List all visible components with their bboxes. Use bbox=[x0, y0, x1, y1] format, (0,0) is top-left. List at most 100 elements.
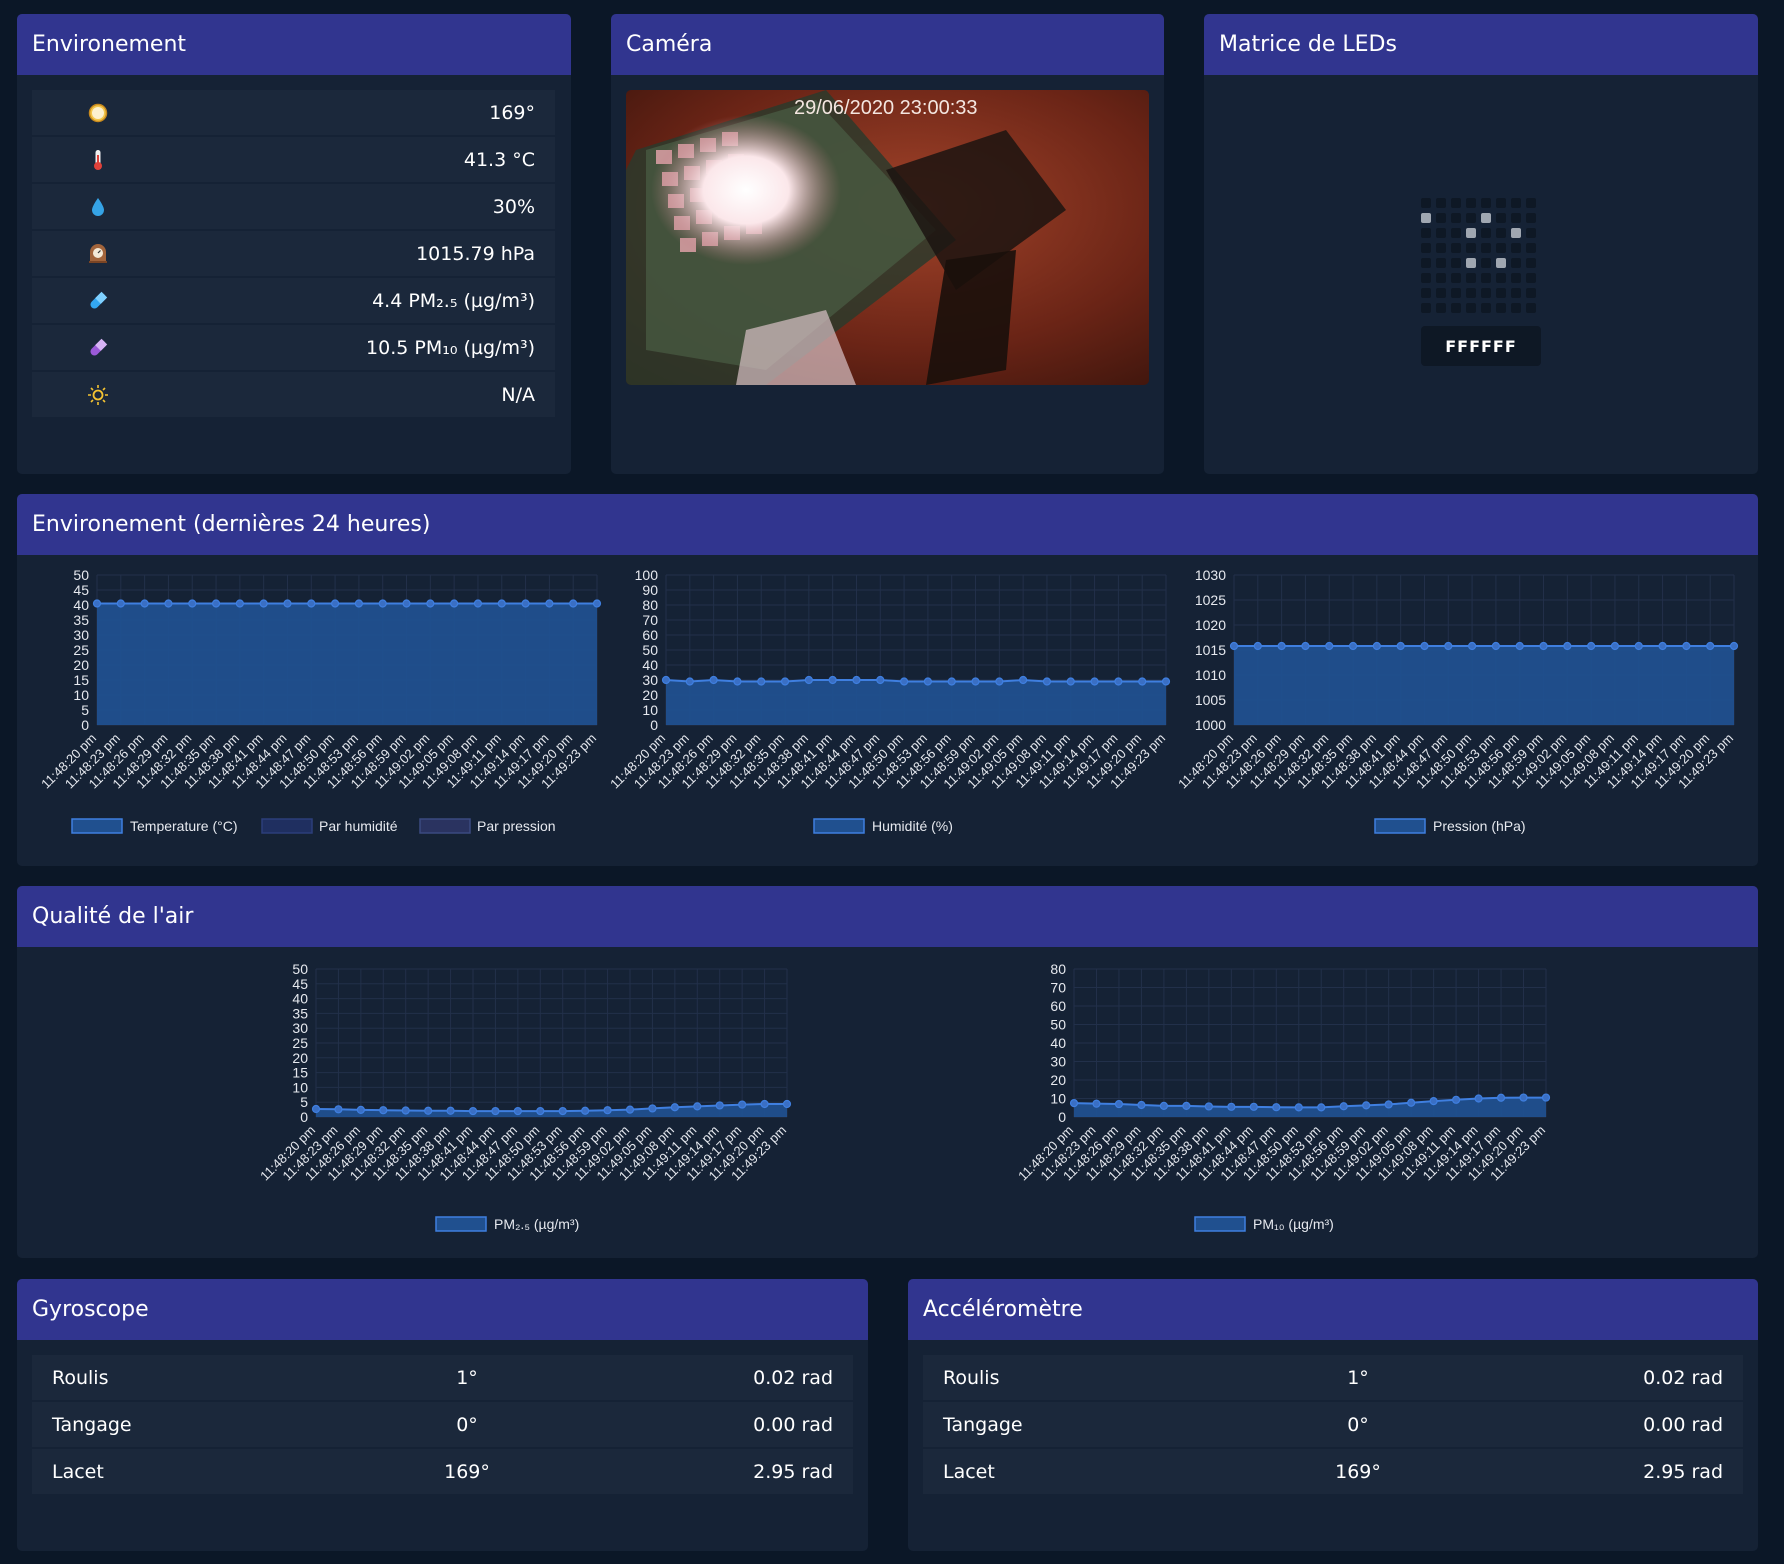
led-cell[interactable] bbox=[1451, 243, 1461, 253]
y-tick-label: 50 bbox=[292, 961, 308, 977]
y-tick-label: 50 bbox=[1050, 1017, 1066, 1033]
data-point bbox=[995, 677, 1004, 686]
gyroscope-header: Gyroscope bbox=[17, 1279, 868, 1340]
led-cell[interactable] bbox=[1511, 213, 1521, 223]
led-cell[interactable] bbox=[1511, 273, 1521, 283]
led-cell[interactable] bbox=[1466, 288, 1476, 298]
led-cell[interactable] bbox=[1496, 303, 1506, 313]
led-cell[interactable] bbox=[1496, 198, 1506, 208]
led-cell[interactable] bbox=[1511, 243, 1521, 253]
led-cell[interactable] bbox=[1436, 198, 1446, 208]
y-tick-label: 25 bbox=[292, 1035, 308, 1051]
led-cell[interactable] bbox=[1481, 288, 1491, 298]
led-color-value[interactable]: FFFFFF bbox=[1421, 326, 1541, 366]
data-point bbox=[1491, 641, 1501, 651]
led-cell[interactable] bbox=[1421, 273, 1431, 283]
led-cell[interactable] bbox=[1436, 243, 1446, 253]
led-cell[interactable] bbox=[1466, 258, 1476, 268]
led-cell[interactable] bbox=[1496, 288, 1506, 298]
led-cell[interactable] bbox=[1421, 198, 1431, 208]
led-cell[interactable] bbox=[1526, 243, 1536, 253]
led-cell[interactable] bbox=[1481, 198, 1491, 208]
led-cell[interactable] bbox=[1481, 243, 1491, 253]
led-cell[interactable] bbox=[1436, 273, 1446, 283]
led-cell[interactable] bbox=[1526, 288, 1536, 298]
led-cell[interactable] bbox=[1451, 273, 1461, 283]
led-cell[interactable] bbox=[1481, 213, 1491, 223]
led-cell[interactable] bbox=[1481, 258, 1491, 268]
data-point bbox=[670, 1103, 679, 1112]
led-cell[interactable] bbox=[1451, 303, 1461, 313]
led-cell[interactable] bbox=[1466, 303, 1476, 313]
led-cell[interactable] bbox=[1421, 213, 1431, 223]
led-cell[interactable] bbox=[1421, 258, 1431, 268]
led-cell[interactable] bbox=[1526, 258, 1536, 268]
led-cell[interactable] bbox=[1436, 213, 1446, 223]
data-point bbox=[1348, 641, 1358, 651]
legend-pm10[interactable]: PM₁₀ (µg/m³) bbox=[1253, 1216, 1334, 1232]
led-cell[interactable] bbox=[1496, 213, 1506, 223]
legend-pressure[interactable]: Pression (hPa) bbox=[1433, 818, 1526, 834]
led-cell[interactable] bbox=[1466, 243, 1476, 253]
led-cell[interactable] bbox=[1526, 198, 1536, 208]
led-cell[interactable] bbox=[1496, 228, 1506, 238]
led-cell[interactable] bbox=[1526, 273, 1536, 283]
data-point bbox=[1682, 641, 1691, 651]
led-cell[interactable] bbox=[1511, 228, 1521, 238]
led-cell[interactable] bbox=[1466, 228, 1476, 238]
led-cell[interactable] bbox=[1451, 198, 1461, 208]
legend-swatch-temperature[interactable] bbox=[71, 818, 123, 834]
led-cell[interactable] bbox=[1511, 303, 1521, 313]
led-cell[interactable] bbox=[1466, 198, 1476, 208]
legend-swatch-pm25[interactable] bbox=[435, 1216, 487, 1232]
led-cell[interactable] bbox=[1466, 213, 1476, 223]
legend-swatch-pressure-ref[interactable] bbox=[419, 818, 471, 834]
led-cell[interactable] bbox=[1511, 288, 1521, 298]
led-cell[interactable] bbox=[1451, 258, 1461, 268]
led-cell[interactable] bbox=[1451, 213, 1461, 223]
y-tick-label: 70 bbox=[1050, 980, 1066, 996]
gyro-rad-pitch: 0.00 rad bbox=[753, 1413, 833, 1436]
led-cell[interactable] bbox=[1496, 243, 1506, 253]
led-cell[interactable] bbox=[1436, 288, 1446, 298]
led-cell[interactable] bbox=[1466, 273, 1476, 283]
led-cell[interactable] bbox=[1436, 303, 1446, 313]
legend-swatch-humidity[interactable] bbox=[813, 818, 865, 834]
legend-swatch-humidity-ref[interactable] bbox=[261, 818, 313, 834]
legend-temperature[interactable]: Temperature (°C) bbox=[130, 818, 238, 834]
led-cell[interactable] bbox=[1421, 228, 1431, 238]
data-point bbox=[738, 1100, 747, 1109]
legend-swatch-pm10[interactable] bbox=[1194, 1216, 1246, 1232]
led-cell[interactable] bbox=[1481, 228, 1491, 238]
y-tick-label: 50 bbox=[73, 567, 89, 583]
data-point bbox=[558, 1106, 567, 1116]
led-cell[interactable] bbox=[1481, 303, 1491, 313]
legend-par-humidite[interactable]: Par humidité bbox=[319, 818, 398, 834]
led-cell[interactable] bbox=[1526, 213, 1536, 223]
legend-swatch-pressure[interactable] bbox=[1374, 818, 1426, 834]
led-cell[interactable] bbox=[1436, 258, 1446, 268]
led-cell[interactable] bbox=[1451, 228, 1461, 238]
led-cell[interactable] bbox=[1436, 228, 1446, 238]
led-cell[interactable] bbox=[1421, 243, 1431, 253]
led-cell[interactable] bbox=[1496, 273, 1506, 283]
led-cell[interactable] bbox=[1421, 303, 1431, 313]
legend-par-pression[interactable]: Par pression bbox=[477, 818, 556, 834]
data-point bbox=[1407, 1098, 1416, 1107]
led-cell[interactable] bbox=[1451, 288, 1461, 298]
led-cell[interactable] bbox=[1421, 288, 1431, 298]
led-cell[interactable] bbox=[1511, 198, 1521, 208]
accel-label-roll: Roulis bbox=[943, 1366, 1000, 1389]
data-point bbox=[1066, 677, 1075, 686]
led-cell[interactable] bbox=[1511, 258, 1521, 268]
camera-image[interactable]: 29/06/2020 23:00:33 bbox=[626, 90, 1149, 385]
led-cell[interactable] bbox=[1496, 258, 1506, 268]
env-row-pm25: 4.4 PM₂.₅ (µg/m³) bbox=[32, 278, 555, 323]
led-cell[interactable] bbox=[1526, 228, 1536, 238]
legend-pm25[interactable]: PM₂.₅ (µg/m³) bbox=[494, 1216, 579, 1232]
legend-humidity[interactable]: Humidité (%) bbox=[872, 818, 953, 834]
led-cell[interactable] bbox=[1526, 303, 1536, 313]
led-cell[interactable] bbox=[1481, 273, 1491, 283]
led-grid[interactable] bbox=[1421, 198, 1536, 313]
